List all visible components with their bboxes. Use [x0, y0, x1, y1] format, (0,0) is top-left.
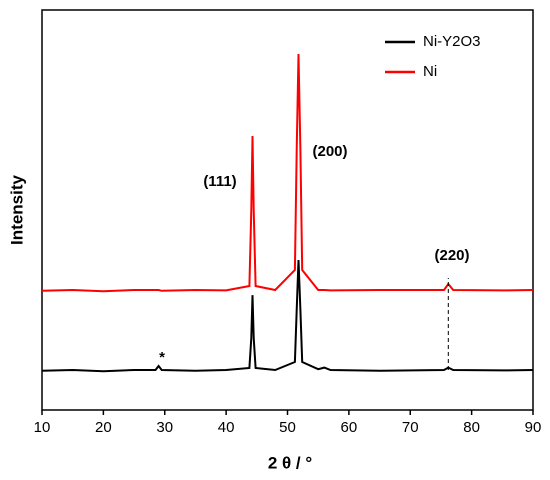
- plot-frame: [41, 9, 534, 411]
- legend-label: Ni-Y2O3: [423, 33, 481, 50]
- x-tick-label: 10: [34, 419, 51, 436]
- data-line: [41, 53, 534, 293]
- legend-label: Ni: [423, 63, 437, 80]
- data-line: [41, 259, 534, 373]
- annotation: (220): [434, 247, 469, 264]
- x-tick-label: 70: [402, 419, 419, 436]
- annotation: *: [159, 349, 165, 366]
- annotation: (111): [203, 173, 236, 190]
- x-tick-label: 60: [341, 419, 358, 436]
- x-tick-label: 30: [156, 419, 173, 436]
- x-axis-label: 2 θ / °: [268, 453, 313, 472]
- x-tick-label: 90: [525, 419, 542, 436]
- x-tick-label: 80: [463, 419, 480, 436]
- annotation: (200): [312, 143, 347, 160]
- x-tick-label: 40: [218, 419, 235, 436]
- x-tick-label: 50: [279, 419, 296, 436]
- y-axis-label: Intensity: [7, 175, 26, 245]
- x-tick-label: 20: [95, 419, 112, 436]
